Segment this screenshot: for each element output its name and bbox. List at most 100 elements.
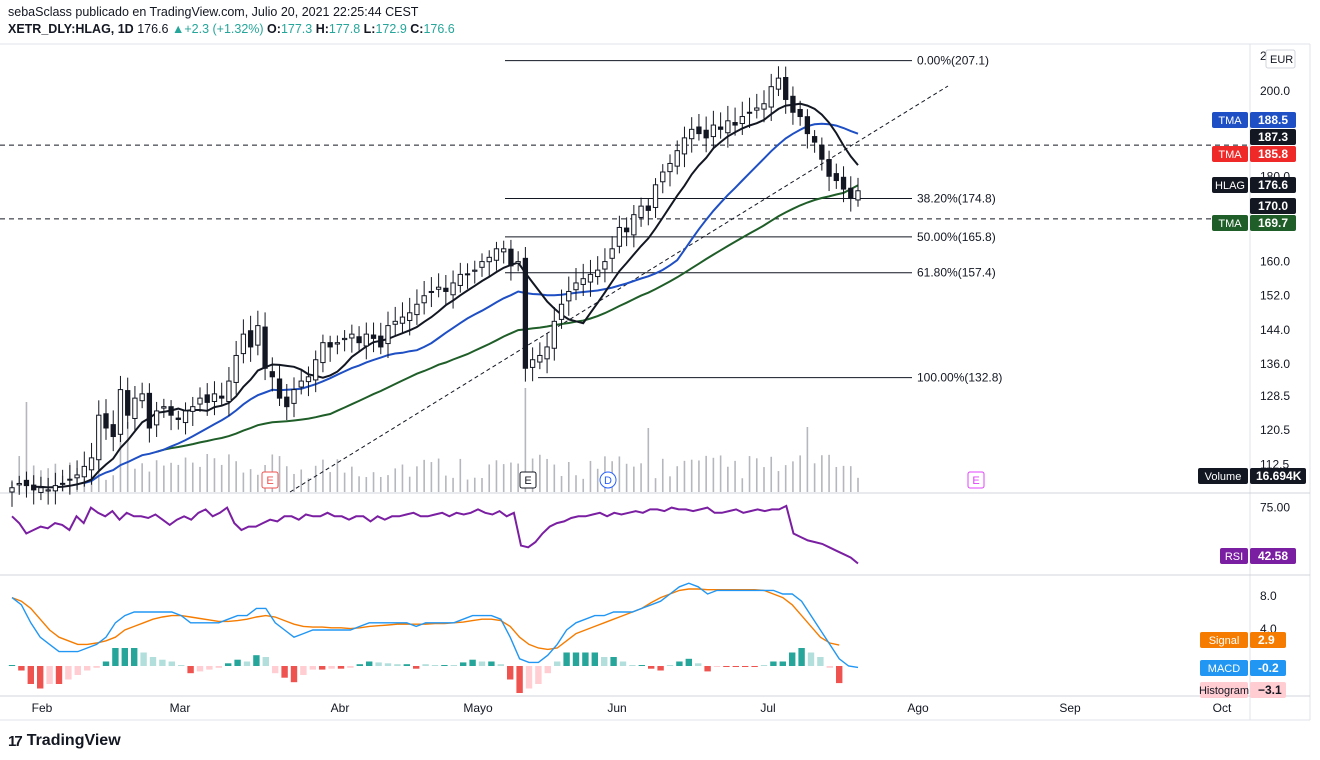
macd-histogram-bar [140, 652, 147, 666]
volume-bar [835, 466, 838, 492]
candle-body [703, 129, 709, 139]
macd-name-tag [1200, 660, 1248, 676]
volume-bar [379, 476, 382, 492]
volume-bar [473, 477, 476, 492]
fib-level-label: 100.00%(132.8) [917, 371, 1002, 385]
macd-value-label: -0.2 [1258, 661, 1279, 675]
volume-bar [18, 456, 21, 492]
macd-histogram-bar [638, 665, 645, 666]
candle-body [233, 354, 239, 383]
price-value-label: 170.0 [1258, 199, 1288, 213]
ohlc-line: XETR_DLY:HLAG, 1D 176.6 ▲+2.3 (+1.32%) O… [8, 21, 455, 38]
candle-body [616, 226, 623, 247]
candle-body [537, 354, 543, 363]
candle-body [414, 303, 420, 316]
candle-body [443, 287, 449, 292]
price-change: +2.3 (+1.32%) [184, 22, 264, 36]
macd-histogram-bar [713, 666, 721, 667]
volume-bar [539, 454, 541, 492]
macd-histogram-bar [309, 666, 316, 670]
candle-body [190, 406, 196, 412]
volume-name-label: Volume [1205, 471, 1242, 483]
macd-histogram-bar [262, 657, 269, 666]
price-value-label: 185.8 [1258, 147, 1288, 161]
candle-body [52, 485, 59, 492]
candle-body [23, 479, 30, 487]
volume-bar [857, 477, 859, 492]
candle-body [609, 248, 615, 259]
indicator-name-label: TMA [1218, 149, 1242, 161]
price-value-tag [1250, 129, 1296, 145]
candle-body [826, 159, 832, 177]
candle-body [710, 124, 717, 138]
volume-bar [466, 479, 469, 492]
candle-body [153, 410, 160, 426]
candle-body [9, 487, 15, 493]
macd-histogram-bar [695, 663, 702, 666]
candle-body [334, 342, 341, 345]
volume-bar [408, 476, 411, 492]
volume-bar [134, 468, 136, 492]
candle-body [175, 417, 181, 420]
macd-name-label: Signal [1209, 635, 1240, 647]
candle-body [848, 187, 854, 199]
volume-bar [416, 466, 418, 492]
volume-bar [690, 459, 693, 492]
volume-bar [755, 458, 758, 492]
macd-histogram-bar [770, 661, 777, 666]
candle-body [96, 414, 102, 461]
macd-name-label: MACD [1208, 663, 1240, 675]
macd-histogram-bar [469, 659, 476, 666]
volume-bar [307, 478, 310, 492]
volume-bar [575, 475, 577, 492]
price-tick-label: 200.0 [1260, 84, 1290, 98]
macd-histogram-bar [328, 666, 335, 669]
volume-bar [249, 469, 252, 492]
price-value-tag [1250, 177, 1296, 193]
macd-histogram-bar [46, 666, 53, 684]
candle-body [551, 320, 557, 349]
volume-bar [842, 465, 845, 492]
candle-body [356, 336, 362, 344]
volume-bar [821, 455, 823, 492]
candle-body [211, 393, 218, 402]
candle-body [717, 126, 724, 130]
time-axis-label: Mayo [463, 701, 493, 715]
volume-bar [257, 474, 259, 492]
volume-bar [452, 477, 454, 492]
symbol-label[interactable]: XETR_DLY:HLAG, 1D [8, 22, 134, 36]
macd-histogram-bar [112, 648, 119, 666]
macd-histogram-bar [676, 661, 683, 666]
volume-bar [177, 464, 180, 492]
macd-histogram-bar [760, 665, 768, 666]
price-value-tag [1250, 112, 1296, 128]
volume-bar [510, 462, 512, 492]
macd-histogram-bar [685, 658, 692, 666]
candle-body [645, 205, 651, 211]
volume-bar [191, 462, 194, 492]
macd-histogram-bar [629, 665, 636, 666]
macd-histogram-bar [403, 664, 410, 666]
candle-body [103, 413, 109, 429]
macd-histogram-bar [187, 666, 194, 674]
rsi-value-label: 42.58 [1258, 549, 1288, 563]
indicator-name-tag [1212, 112, 1248, 128]
macd-histogram-bar [544, 666, 551, 674]
candle-body [472, 269, 478, 272]
indicator-name-label: HLAG [1215, 180, 1245, 192]
close-label: C: [410, 22, 424, 36]
macd-histogram-bar [215, 666, 222, 668]
tradingview-logo[interactable]: 17 TradingView [8, 732, 121, 750]
macd-histogram-bar [742, 666, 749, 667]
volume-bar [300, 469, 303, 492]
candle-body [623, 227, 630, 233]
candle-body [74, 474, 80, 479]
volume-bar [770, 456, 773, 492]
volume-bar [437, 458, 440, 492]
macd-histogram-bar [206, 666, 213, 670]
time-axis-label: Jun [607, 701, 626, 715]
candle-body [291, 389, 297, 404]
macd-histogram-bar [610, 657, 617, 666]
rsi-value-tag [1250, 548, 1296, 564]
